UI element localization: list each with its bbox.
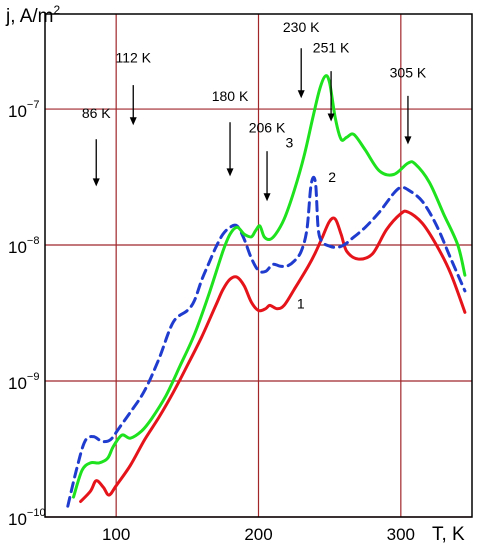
y-tick-label: 10−8 (8, 235, 39, 257)
annotation-label: 180 K (212, 88, 249, 104)
series-1-label: 1 (297, 296, 305, 312)
y-tick-label: 10−10 (8, 507, 46, 529)
y-axis-label: j, A/m2 (5, 3, 61, 27)
annotation-label: 86 K (82, 105, 111, 121)
series-2-line (66, 175, 467, 508)
annotation-label: 206 K (249, 120, 286, 136)
annotation-arrow-head (297, 90, 305, 99)
annotation-arrow-head (92, 178, 100, 187)
x-axis-label: T, K (432, 524, 465, 545)
annotation-arrow-head (327, 113, 335, 122)
annotation-label: 230 K (283, 19, 320, 35)
x-tick-label: 300 (387, 525, 415, 544)
x-tick-label: 200 (244, 525, 272, 544)
annotation-label: 305 K (390, 65, 427, 81)
annotation-label: 112 K (115, 49, 151, 65)
y-axis-label-exponent: 2 (54, 3, 61, 17)
axis-ticks: 100 200 300 10−10 10−9 10−8 10−7 (8, 99, 415, 544)
series-3-label: 3 (286, 135, 294, 151)
series-layer: 1 2 3 (66, 74, 467, 508)
series-3-line (72, 74, 467, 499)
y-tick-label: 10−7 (8, 99, 39, 121)
annotation-arrow-head (404, 136, 412, 145)
annotation-arrow-head (129, 117, 137, 126)
annotation-label: 251 K (313, 40, 350, 56)
series-1-line (79, 209, 467, 503)
y-axis-label-base: j, A/m (5, 6, 54, 27)
y-tick-label: 10−9 (8, 371, 39, 393)
x-tick-label: 100 (102, 525, 130, 544)
series-2-label: 2 (328, 169, 336, 185)
plot-frame (44, 13, 473, 518)
annotation-arrow-head (263, 193, 271, 202)
annotation-arrow-head (226, 168, 234, 177)
